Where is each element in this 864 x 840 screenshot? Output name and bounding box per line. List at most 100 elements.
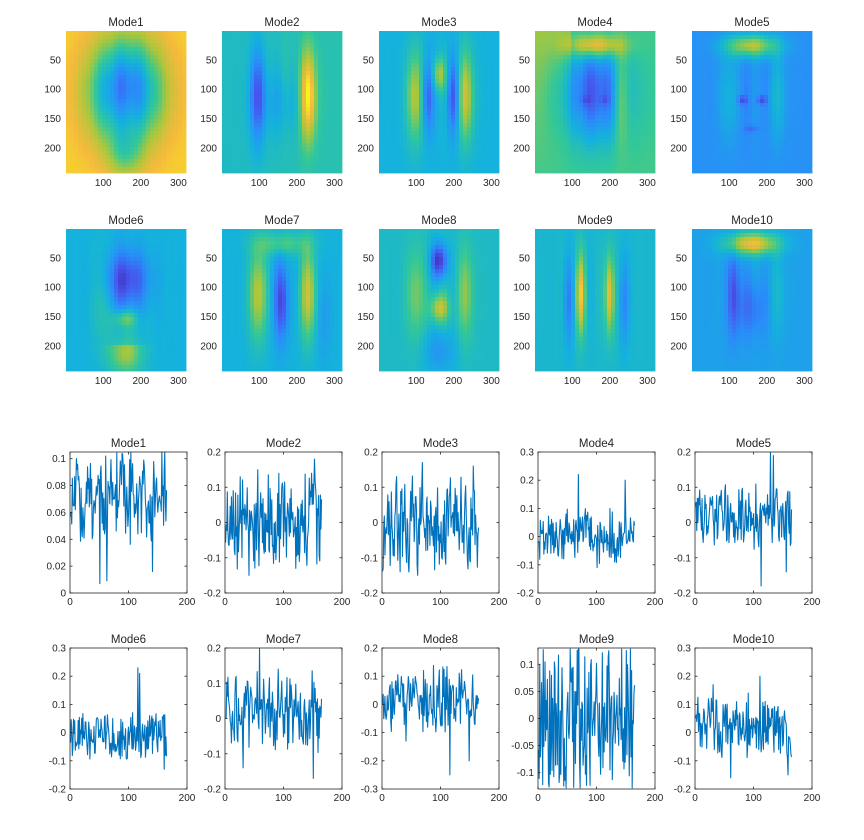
y-tick-label: 0.1 xyxy=(520,504,534,515)
x-tick-label: 100 xyxy=(95,178,112,189)
y-tick-label: 200 xyxy=(670,341,687,352)
x-tick-label: 0 xyxy=(379,597,385,608)
image-panel-mode3: Mode3 50 100 150 200 100 200 300 xyxy=(357,17,500,189)
y-tick-label: 0 xyxy=(528,714,534,725)
y-tick-label: -0.1 xyxy=(361,728,379,739)
x-tick-label: 200 xyxy=(647,597,664,608)
y-tick-label: 0.1 xyxy=(677,483,691,494)
y-tick-label: 150 xyxy=(200,312,217,323)
x-tick-label: 100 xyxy=(275,793,292,804)
y-tick-label: -0.2 xyxy=(517,589,535,600)
y-tick-label: 100 xyxy=(44,283,61,294)
x-tick-label: 300 xyxy=(483,376,500,387)
line-panel-mode4: Mode4 -0.2 -0.1 0 0.1 0.2 0.3 0 100 200 xyxy=(517,438,664,608)
y-tick-label: 0.3 xyxy=(520,448,534,459)
mode-series-line xyxy=(538,474,636,569)
image-panel-mode7: Mode7 50 100 150 200 100 200 300 xyxy=(200,215,343,387)
y-tick-label: -0.2 xyxy=(361,589,379,600)
x-tick-label: 300 xyxy=(170,376,187,387)
image-panel-mode2: Mode2 50 100 150 200 100 200 300 xyxy=(200,17,343,189)
axes-box xyxy=(69,647,188,790)
mode-series-line xyxy=(695,452,793,587)
image-panel-mode4: Mode4 50 100 150 200 100 200 300 xyxy=(513,17,656,189)
y-tick-label: 200 xyxy=(44,341,61,352)
x-tick-label: 100 xyxy=(408,376,425,387)
y-tick-label: 100 xyxy=(44,85,61,96)
mode-image xyxy=(535,31,656,174)
y-tick-label: 200 xyxy=(357,341,374,352)
y-tick-label: 0 xyxy=(372,700,378,711)
y-tick-label: 0 xyxy=(60,728,66,739)
panel-title: Mode6 xyxy=(108,215,143,227)
x-tick-label: 200 xyxy=(179,597,196,608)
y-tick-label: 0.2 xyxy=(677,448,691,459)
panel-title: Mode6 xyxy=(111,634,146,646)
x-tick-label: 300 xyxy=(639,376,656,387)
panel-title: Mode5 xyxy=(736,438,771,450)
x-tick-label: 0 xyxy=(535,793,541,804)
y-tick-label: 150 xyxy=(513,312,530,323)
panel-title: Mode4 xyxy=(577,17,613,29)
line-panel-mode1: Mode1 0 0.02 0.04 0.06 0.08 0.1 0 100 200 xyxy=(47,438,196,608)
mode-image xyxy=(379,229,500,372)
y-tick-label: 200 xyxy=(44,143,61,154)
mode-image xyxy=(379,31,500,174)
y-tick-label: 0.1 xyxy=(207,679,221,690)
y-tick-label: 100 xyxy=(513,85,530,96)
y-tick-label: 0.1 xyxy=(207,483,221,494)
x-tick-label: 200 xyxy=(133,376,150,387)
x-tick-label: 100 xyxy=(275,597,292,608)
panel-title: Mode10 xyxy=(733,634,775,646)
x-tick-label: 200 xyxy=(334,793,351,804)
y-tick-label: 50 xyxy=(519,55,531,66)
x-tick-label: 200 xyxy=(334,597,351,608)
y-tick-label: 0.2 xyxy=(207,644,221,655)
x-tick-label: 100 xyxy=(95,376,112,387)
x-tick-label: 100 xyxy=(432,793,449,804)
mode-image-panels: Mode1 50 100 150 200 100 200 300 Mode2 50 100 150 20… xyxy=(44,17,813,387)
line-panel-mode3: Mode3 -0.2 -0.1 0 0.1 0.2 0 100 200 xyxy=(361,438,508,608)
panel-title: Mode9 xyxy=(579,634,614,646)
y-tick-label: -0.1 xyxy=(517,768,535,779)
y-tick-label: 0.02 xyxy=(47,562,67,573)
x-tick-label: 0 xyxy=(222,793,228,804)
y-tick-label: 150 xyxy=(44,114,61,125)
y-tick-label: -0.2 xyxy=(204,785,222,796)
panel-title: Mode2 xyxy=(266,438,301,450)
y-tick-label: 0 xyxy=(685,518,691,529)
image-panel-mode10: Mode10 50 100 150 200 100 200 300 xyxy=(670,215,813,387)
mode-series-line xyxy=(225,458,323,576)
y-tick-label: 0.1 xyxy=(364,483,378,494)
x-tick-label: 200 xyxy=(491,597,508,608)
y-tick-label: 100 xyxy=(357,85,374,96)
y-tick-label: -0.1 xyxy=(49,756,67,767)
x-tick-label: 100 xyxy=(408,178,425,189)
y-tick-label: 50 xyxy=(519,253,531,264)
x-tick-label: 300 xyxy=(639,178,656,189)
panel-title: Mode8 xyxy=(423,634,458,646)
x-tick-label: 0 xyxy=(67,793,73,804)
y-tick-label: -0.05 xyxy=(511,741,534,752)
mode-series-line xyxy=(70,667,168,770)
x-tick-label: 200 xyxy=(647,793,664,804)
line-panel-mode6: Mode6 -0.2 -0.1 0 0.1 0.2 0.3 0 100 200 xyxy=(49,634,196,804)
x-tick-label: 300 xyxy=(483,178,500,189)
y-tick-label: 0.08 xyxy=(47,481,67,492)
y-tick-label: 0.05 xyxy=(515,687,535,698)
x-tick-label: 200 xyxy=(602,178,619,189)
x-tick-label: 300 xyxy=(326,376,343,387)
y-tick-label: 150 xyxy=(357,312,374,323)
x-tick-label: 300 xyxy=(796,178,813,189)
y-tick-label: 0.1 xyxy=(52,454,66,465)
x-tick-label: 200 xyxy=(446,178,463,189)
x-tick-label: 0 xyxy=(692,793,698,804)
panel-title: Mode1 xyxy=(111,438,146,450)
y-tick-label: 100 xyxy=(670,85,687,96)
image-panel-mode6: Mode6 50 100 150 200 100 200 300 xyxy=(44,215,187,387)
x-tick-label: 100 xyxy=(721,376,738,387)
y-tick-label: -0.1 xyxy=(204,749,222,760)
line-panel-mode8: Mode8 -0.3 -0.2 -0.1 0 0.1 0.2 0 100 200 xyxy=(361,634,508,804)
y-tick-label: 100 xyxy=(670,283,687,294)
x-tick-label: 200 xyxy=(804,793,821,804)
y-tick-label: 200 xyxy=(200,341,217,352)
